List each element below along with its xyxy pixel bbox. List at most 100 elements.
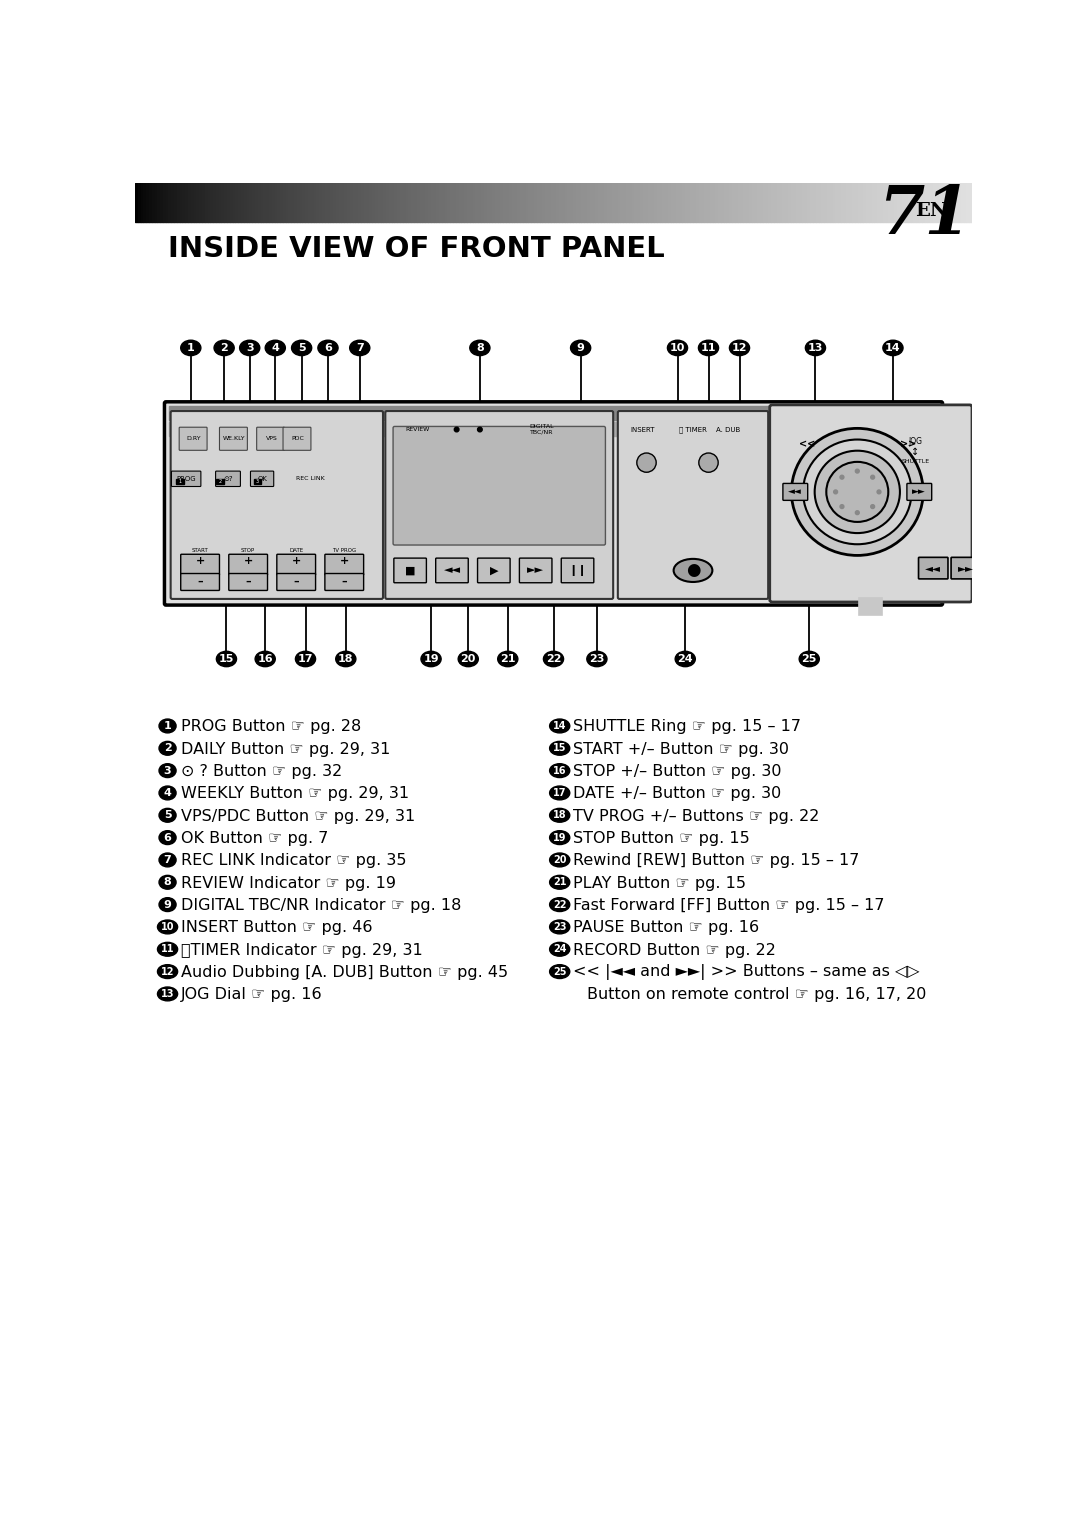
Bar <box>859 598 882 615</box>
Text: SHUTTLE: SHUTTLE <box>902 459 930 464</box>
Ellipse shape <box>296 652 315 667</box>
FancyBboxPatch shape <box>562 559 594 583</box>
Bar <box>660 183 662 221</box>
Ellipse shape <box>855 511 860 514</box>
Bar <box>866 183 868 221</box>
Bar <box>805 183 808 221</box>
Bar <box>688 183 690 221</box>
Bar <box>253 183 255 221</box>
Bar <box>288 183 292 221</box>
Bar <box>426 183 428 221</box>
FancyBboxPatch shape <box>386 410 613 598</box>
Text: Audio Dubbing [A. DUB] Button ☞ pg. 45: Audio Dubbing [A. DUB] Button ☞ pg. 45 <box>180 964 508 980</box>
Bar <box>526 183 528 221</box>
Text: 1: 1 <box>164 720 172 731</box>
Bar <box>158 183 160 221</box>
Bar <box>810 183 813 221</box>
Bar <box>230 183 232 221</box>
Text: 14: 14 <box>886 343 901 353</box>
Bar <box>637 183 640 221</box>
Bar <box>205 183 207 221</box>
Bar <box>576 183 579 221</box>
Bar <box>320 183 322 221</box>
Bar <box>785 183 788 221</box>
Ellipse shape <box>804 439 912 545</box>
Bar <box>254 479 261 484</box>
Bar <box>383 183 387 221</box>
Bar <box>780 183 782 221</box>
FancyBboxPatch shape <box>783 484 808 501</box>
Bar <box>445 183 447 221</box>
FancyBboxPatch shape <box>229 574 268 591</box>
Bar <box>900 183 902 221</box>
Text: 8: 8 <box>476 343 484 353</box>
Bar <box>902 183 905 221</box>
Text: 9: 9 <box>163 900 172 909</box>
Ellipse shape <box>637 453 657 472</box>
Text: 12: 12 <box>732 343 747 353</box>
Text: STOP +/– Button ☞ pg. 30: STOP +/– Button ☞ pg. 30 <box>572 765 781 778</box>
Text: ●: ● <box>686 562 700 580</box>
Bar <box>512 183 514 221</box>
Bar <box>707 183 710 221</box>
Bar <box>889 183 891 221</box>
Bar <box>498 183 500 221</box>
Bar <box>729 183 732 221</box>
Bar <box>634 183 637 221</box>
Bar <box>947 183 949 221</box>
Ellipse shape <box>550 742 570 755</box>
FancyBboxPatch shape <box>276 554 315 575</box>
FancyBboxPatch shape <box>257 427 284 450</box>
Text: >>: >> <box>900 439 916 449</box>
FancyBboxPatch shape <box>770 404 972 601</box>
Bar <box>211 183 213 221</box>
Text: 3: 3 <box>246 343 254 353</box>
Bar <box>302 183 306 221</box>
Bar <box>292 183 294 221</box>
Bar <box>540 183 542 221</box>
Text: –: – <box>198 577 203 588</box>
Ellipse shape <box>699 340 718 356</box>
Ellipse shape <box>214 340 234 356</box>
Bar <box>244 183 246 221</box>
Bar <box>777 183 780 221</box>
Bar <box>713 183 715 221</box>
Bar <box>408 183 411 221</box>
Ellipse shape <box>216 652 237 667</box>
Bar <box>782 183 785 221</box>
Bar <box>584 183 588 221</box>
Bar <box>186 183 188 221</box>
Ellipse shape <box>158 964 177 978</box>
FancyBboxPatch shape <box>394 559 427 583</box>
Text: 19: 19 <box>423 655 438 664</box>
Bar <box>283 183 285 221</box>
FancyBboxPatch shape <box>219 427 247 450</box>
Bar <box>838 183 841 221</box>
Ellipse shape <box>180 340 201 356</box>
Bar <box>953 183 956 221</box>
Ellipse shape <box>550 719 570 732</box>
Text: 20: 20 <box>553 855 566 865</box>
Ellipse shape <box>421 652 441 667</box>
Text: VPS: VPS <box>266 436 278 441</box>
Bar <box>667 183 671 221</box>
Bar <box>473 183 475 221</box>
Ellipse shape <box>477 427 482 432</box>
Bar <box>375 183 378 221</box>
Bar <box>570 183 573 221</box>
Ellipse shape <box>159 809 176 823</box>
Bar <box>406 183 408 221</box>
Bar <box>551 183 554 221</box>
Bar <box>509 183 512 221</box>
Bar <box>771 183 774 221</box>
Bar <box>431 183 433 221</box>
Bar <box>361 183 364 221</box>
Text: ❙❙: ❙❙ <box>568 565 586 575</box>
Bar <box>579 183 581 221</box>
Bar <box>626 183 629 221</box>
Bar <box>400 183 403 221</box>
Ellipse shape <box>550 964 570 978</box>
Bar <box>183 183 186 221</box>
FancyBboxPatch shape <box>393 426 606 545</box>
Bar <box>464 183 467 221</box>
